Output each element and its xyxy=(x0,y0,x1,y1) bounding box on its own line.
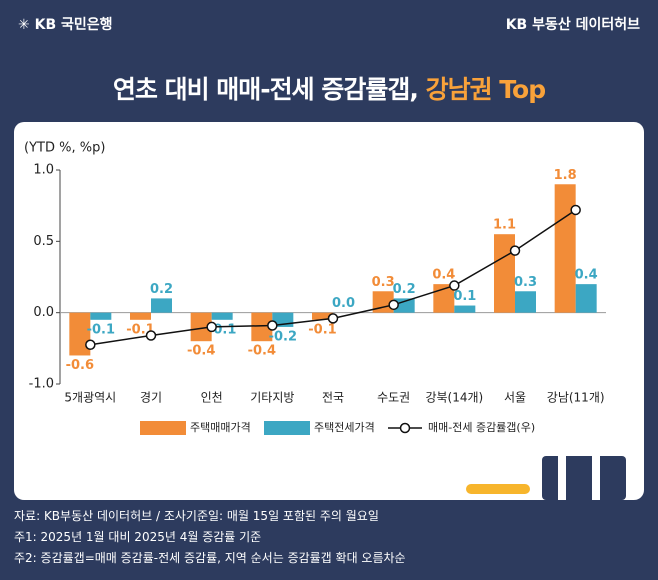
data-label: 0.2 xyxy=(150,282,173,297)
legend-label: 주택전세가격 xyxy=(314,421,375,434)
data-label: 0.4 xyxy=(432,268,455,283)
x-tick-label: 5개광역시 xyxy=(64,391,116,405)
data-label: -0.4 xyxy=(248,344,276,359)
x-tick-label: 기타지방 xyxy=(250,391,294,405)
bar xyxy=(494,234,515,313)
legend-swatch xyxy=(264,421,310,435)
footnotes: 자료: KB부동산 데이터허브 / 조사기준일: 매월 15일 포함된 주의 월… xyxy=(14,506,406,569)
decor-window-bar xyxy=(592,456,600,500)
gap-marker xyxy=(509,245,521,256)
data-label: -0.2 xyxy=(269,329,297,344)
decor-pill xyxy=(466,484,530,494)
x-tick-label: 경기 xyxy=(140,391,162,405)
x-tick-label: 강북(14개) xyxy=(425,391,483,405)
data-label: 0.4 xyxy=(575,268,598,283)
data-label: 0.0 xyxy=(332,296,355,311)
data-label: 0.3 xyxy=(372,275,395,290)
gap-marker xyxy=(570,204,581,216)
title: 연초 대비 매매-전세 증감률갭, 강남권 Top xyxy=(0,70,658,106)
footnote: 주1: 2025년 1월 대비 2025년 4월 증감률 기준 xyxy=(14,530,262,544)
gap-marker xyxy=(449,280,460,291)
y-tick-label: -1.0 xyxy=(29,377,54,392)
y-tick-label: 0.5 xyxy=(33,234,54,249)
data-label: 0.3 xyxy=(514,275,537,290)
bar xyxy=(90,312,112,320)
gap-marker xyxy=(327,313,339,324)
y-tick-label: 1.0 xyxy=(33,163,54,178)
x-tick-label: 수도권 xyxy=(377,391,410,405)
data-label: 0.2 xyxy=(393,282,416,297)
y-axis-label: (YTD %, %p) xyxy=(24,141,105,156)
bar xyxy=(69,312,91,356)
bar xyxy=(454,305,476,313)
data-label: 1.1 xyxy=(493,218,516,233)
legend-marker xyxy=(399,422,411,434)
data-label: -0.6 xyxy=(66,358,94,373)
bar xyxy=(251,312,273,342)
gap-marker xyxy=(145,330,157,341)
legend-swatch xyxy=(140,421,186,435)
x-tick-label: 서울 xyxy=(504,391,526,405)
bar xyxy=(151,298,172,313)
footnote: 주2: 증감률갭=매매 증감률-전세 증감률, 지역 순서는 증감률갭 확대 오… xyxy=(14,551,406,565)
data-label: -0.4 xyxy=(187,344,215,359)
data-label: -0.1 xyxy=(87,322,115,337)
bar xyxy=(211,312,233,320)
data-label: 1.8 xyxy=(554,168,577,183)
chart-card: (YTD %, %p) 1.0 0.5 0.0 -1.0 5개광역시 경기 인천 기타지방 전국… xyxy=(14,122,644,500)
footnote: 자료: KB부동산 데이터허브 / 조사기준일: 매월 15일 포함된 주의 월… xyxy=(14,509,379,523)
x-tick-label: 인천 xyxy=(201,390,223,405)
x-tick-label: 전국 xyxy=(322,391,344,405)
y-tick-label: 0.0 xyxy=(33,305,54,320)
bar xyxy=(554,184,576,313)
legend-label: 주택매매가격 xyxy=(190,421,251,434)
hub-name: KB 부동산 데이터허브 xyxy=(505,17,640,33)
bar xyxy=(312,312,333,320)
x-tick-label: 강남(11개) xyxy=(547,391,605,405)
bar xyxy=(190,312,212,342)
bar xyxy=(130,312,151,320)
legend-label: 매매-전세 증감률갭(우) xyxy=(428,421,535,434)
bar xyxy=(372,291,394,313)
title-highlight: 강남권 Top xyxy=(425,75,547,104)
bar xyxy=(575,284,597,313)
chart: (YTD %, %p) 1.0 0.5 0.0 -1.0 5개광역시 경기 인천 기타지방 전국… xyxy=(24,141,626,500)
decor-window xyxy=(542,456,626,500)
title-main: 연초 대비 매매-전세 증감률갭, xyxy=(112,75,419,104)
bar xyxy=(515,291,536,313)
data-label: 0.1 xyxy=(453,289,476,304)
decor-window-bar xyxy=(558,456,566,500)
bar xyxy=(393,298,415,313)
gap-marker xyxy=(267,320,278,331)
gap-marker xyxy=(388,299,399,311)
bank-name: KB 국민은행 xyxy=(34,17,113,33)
data-label: -0.1 xyxy=(308,322,336,337)
bank-logo: ✳ KB 국민은행 xyxy=(18,17,113,33)
gap-marker xyxy=(206,321,217,333)
gap-marker xyxy=(85,339,96,351)
